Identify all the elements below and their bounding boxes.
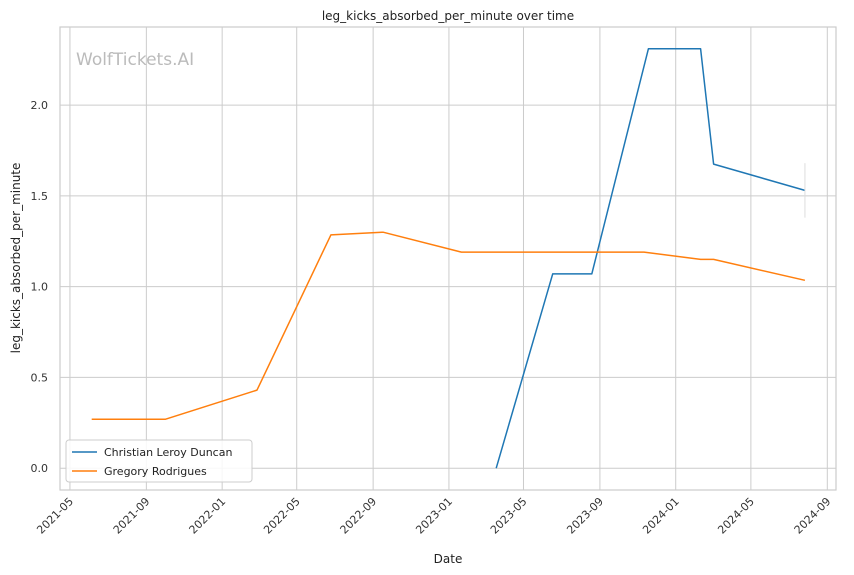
y-axis-label: leg_kicks_absorbed_per_minute bbox=[9, 163, 23, 354]
legend-label-christian-leroy-duncan: Christian Leroy Duncan bbox=[104, 446, 232, 459]
grid bbox=[60, 27, 836, 490]
x-tick-label: 2022-09 bbox=[338, 495, 380, 537]
plot-frame bbox=[59, 26, 837, 491]
y-tick-label: 2.0 bbox=[31, 99, 49, 112]
legend-box bbox=[65, 439, 253, 483]
x-tick-label: 2023-05 bbox=[488, 495, 530, 537]
y-tick-label: 1.5 bbox=[31, 190, 49, 203]
x-tick-label: 2021-05 bbox=[34, 495, 76, 537]
x-tick-label: 2024-01 bbox=[640, 495, 682, 537]
x-tick-label: 2024-09 bbox=[792, 495, 834, 537]
x-tick-label: 2022-05 bbox=[261, 495, 303, 537]
series-layer bbox=[91, 48, 806, 469]
y-tick-label: 0.0 bbox=[31, 462, 49, 475]
series-line-christian-leroy-duncan bbox=[495, 48, 806, 469]
watermark: WolfTickets.AI bbox=[76, 50, 194, 70]
legend: Christian Leroy Duncan Gregory Rodrigues bbox=[65, 439, 253, 483]
x-tick-label: 2023-09 bbox=[564, 495, 606, 537]
x-axis-label: Date bbox=[434, 552, 463, 566]
y-tick-label: 0.5 bbox=[31, 371, 49, 384]
x-tick-label: 2024-05 bbox=[715, 495, 757, 537]
chart-title: leg_kicks_absorbed_per_minute over time bbox=[322, 9, 574, 23]
y-tick-label: 1.0 bbox=[31, 281, 49, 294]
series-line-gregory-rodrigues bbox=[91, 231, 806, 420]
legend-label-gregory-rodrigues: Gregory Rodrigues bbox=[104, 465, 207, 478]
x-tick-label: 2021-09 bbox=[111, 495, 153, 537]
x-tick-label: 2023-01 bbox=[413, 495, 455, 537]
x-tick-label: 2022-01 bbox=[187, 495, 229, 537]
